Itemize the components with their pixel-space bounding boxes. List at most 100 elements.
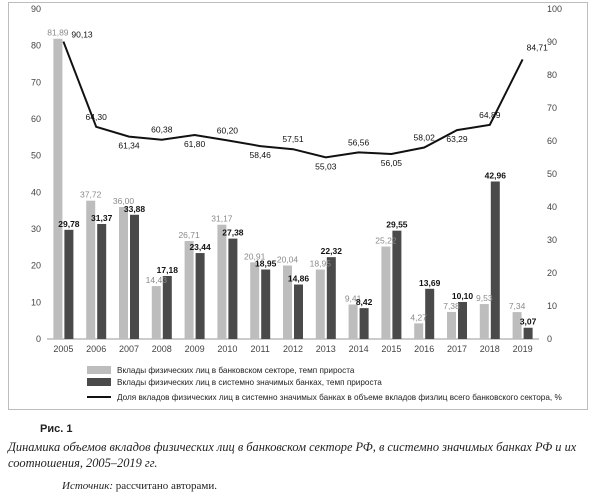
data-label-banking-sector: 18,95	[310, 259, 332, 269]
data-label-systemic-banks: 27,38	[222, 228, 244, 238]
data-label-systemic-banks: 22,32	[321, 246, 343, 256]
data-label-share: 64,89	[479, 110, 501, 120]
bar-banking-sector	[283, 265, 292, 339]
data-label-banking-sector: 14,43	[146, 275, 168, 285]
data-label-systemic-banks: 29,78	[58, 219, 80, 229]
x-axis-tick-label: 2009	[185, 344, 205, 354]
data-label-banking-sector: 36,00	[113, 196, 135, 206]
x-axis-tick-label: 2012	[283, 344, 303, 354]
left-axis-tick-label: 30	[31, 224, 41, 234]
data-label-share: 60,38	[151, 125, 173, 135]
legend-swatch	[87, 378, 111, 386]
bar-banking-sector	[151, 286, 161, 339]
bar-systemic-banks	[228, 238, 238, 339]
x-axis-tick-label: 2016	[414, 344, 434, 354]
bar-banking-sector	[348, 304, 358, 339]
x-axis-tick-label: 2019	[513, 344, 533, 354]
x-axis-tick-label: 2005	[53, 344, 73, 354]
bar-systemic-banks	[294, 284, 303, 339]
line-share-systemic	[62, 41, 524, 159]
data-label-share: 84,71	[527, 42, 549, 52]
left-axis-tick-label: 90	[31, 4, 41, 14]
bar-banking-sector	[512, 312, 522, 339]
bar-banking-sector	[414, 323, 424, 339]
x-axis-tick-label: 2013	[316, 344, 336, 354]
data-label-banking-sector: 31,17	[211, 214, 233, 224]
bar-banking-sector	[86, 200, 96, 339]
x-axis-tick-label: 2018	[480, 344, 500, 354]
bar-banking-sector	[184, 241, 194, 339]
legend-label: Вклады физических лиц в системно значимы…	[117, 378, 382, 387]
data-label-share: 90,13	[71, 30, 93, 40]
x-axis-tick-label: 2014	[349, 344, 369, 354]
x-axis-tick-label: 2017	[447, 344, 467, 354]
right-axis-tick-label: 70	[547, 103, 557, 113]
bar-systemic-banks	[458, 301, 467, 339]
legend-swatch	[87, 366, 111, 374]
bar-banking-sector	[315, 269, 325, 339]
bar-systemic-banks	[523, 327, 533, 339]
data-label-banking-sector: 9,41	[345, 293, 362, 303]
data-label-banking-sector: 4,27	[410, 312, 427, 322]
left-axis-tick-label: 60	[31, 114, 41, 124]
bar-systemic-banks	[425, 288, 435, 339]
data-label-banking-sector: 20,91	[244, 251, 266, 261]
bar-systemic-banks	[64, 229, 74, 339]
bar-banking-sector	[53, 38, 63, 340]
bar-systemic-banks	[195, 253, 205, 339]
source-text: рассчитано авторами.	[113, 480, 218, 492]
bar-banking-sector	[381, 246, 391, 339]
data-label-banking-sector: 7,38	[443, 301, 460, 311]
x-axis-tick-label: 2015	[381, 344, 401, 354]
data-label-systemic-banks: 3,07	[520, 317, 537, 327]
data-label-systemic-banks: 10,10	[452, 291, 474, 301]
left-axis-tick-label: 50	[31, 151, 41, 161]
bar-systemic-banks	[359, 308, 369, 339]
left-axis-tick-label: 20	[31, 261, 41, 271]
right-axis-tick-label: 60	[547, 136, 557, 146]
right-axis-tick-label: 30	[547, 235, 557, 245]
left-axis-tick-label: 70	[31, 77, 41, 87]
data-label-systemic-banks: 14,86	[288, 274, 310, 284]
data-label-systemic-banks: 13,69	[419, 278, 441, 288]
right-axis-tick-label: 90	[547, 37, 557, 47]
figure-label: Рис. 1	[40, 423, 73, 435]
data-label-share: 61,34	[118, 141, 140, 151]
data-label-banking-sector: 26,71	[178, 230, 200, 240]
left-axis-tick-label: 40	[31, 187, 41, 197]
data-label-share: 64,30	[86, 112, 108, 122]
bar-systemic-banks	[392, 230, 402, 339]
chart-frame: 0 10 20 30 40 50 60 70 80 90 0 10 20 30 40 50 60 70 80 90 10…	[8, 2, 588, 410]
data-label-banking-sector: 7,34	[509, 301, 526, 311]
data-label-banking-sector: 37,72	[80, 190, 102, 200]
bar-banking-sector	[119, 207, 128, 339]
data-label-share: 61,80	[184, 139, 206, 149]
combo-chart: 0 10 20 30 40 50 60 70 80 90 0 10 20 30 40 50 60 70 80 90 10…	[31, 4, 562, 402]
right-axis-tick-label: 100	[547, 4, 562, 14]
bar-systemic-banks	[162, 276, 172, 339]
bar-banking-sector	[250, 262, 260, 339]
data-label-share: 60,20	[217, 125, 239, 135]
left-axis-tick-label: 10	[31, 297, 41, 307]
data-label-banking-sector: 25,22	[375, 236, 397, 246]
right-axis-tick-label: 20	[547, 268, 557, 278]
data-label-systemic-banks: 23,44	[189, 242, 211, 252]
right-axis-tick-label: 0	[547, 334, 552, 344]
bar-banking-sector	[217, 224, 227, 339]
x-axis-tick-label: 2011	[251, 344, 270, 354]
right-axis-tick-label: 10	[547, 301, 557, 311]
x-axis-tick-label: 2007	[119, 344, 139, 354]
figure-caption: Динамика объемов вкладов физических лиц …	[8, 440, 577, 470]
bar-systemic-banks	[261, 269, 271, 339]
data-label-share: 57,51	[282, 134, 304, 144]
right-axis-tick-label: 40	[547, 202, 557, 212]
data-label-banking-sector: 81,89	[47, 28, 69, 38]
bar-banking-sector	[447, 311, 456, 339]
data-label-systemic-banks: 29,55	[386, 220, 408, 230]
source-label: Источник:	[62, 480, 113, 492]
data-label-systemic-banks: 33,88	[124, 204, 146, 214]
x-axis-tick-label: 2006	[86, 344, 106, 354]
right-axis-tick-label: 80	[547, 70, 557, 80]
data-label-systemic-banks: 8,42	[356, 297, 373, 307]
data-label-share: 58,46	[250, 150, 272, 160]
